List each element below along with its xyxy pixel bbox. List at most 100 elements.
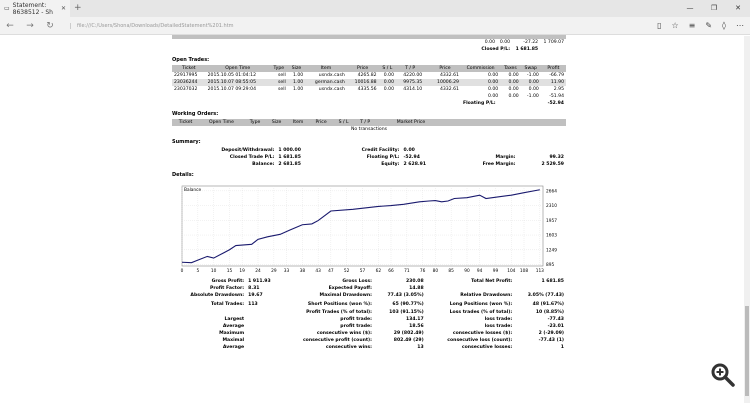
stat-label: Maximal xyxy=(222,338,245,343)
trade-row: 23036244 2015.10.07 08:55:05 sell 1.00 germa… xyxy=(172,79,566,86)
scrollbar[interactable] xyxy=(744,36,750,403)
stat-label: Average xyxy=(222,345,245,350)
stat-label: Gross Profit: xyxy=(211,279,245,284)
trade-row: 22917995 2015.10.05 01:04:12 sell 1.00 usndx… xyxy=(172,72,566,79)
trade-cell: 0.00 xyxy=(528,80,539,85)
stat-value: 77.43 (3.05%) xyxy=(387,293,424,298)
summary-value: 0.00 xyxy=(403,148,415,153)
stat-value xyxy=(246,344,280,351)
trade-cell: 11.90 xyxy=(550,80,564,85)
stat-value: 2 (-29.09) xyxy=(538,331,564,336)
stat-value: -23.01 xyxy=(547,324,564,329)
stat-label: loss trade: xyxy=(484,317,513,322)
browser-tab[interactable]: ▭ Statement: 8638512 - Sh ✕ xyxy=(0,0,70,17)
closed-total-cell: 0.00 xyxy=(499,40,511,45)
trade-cell: german.cash xyxy=(314,80,345,85)
web-note-icon[interactable]: ✎ xyxy=(705,21,713,30)
back-button[interactable]: ← xyxy=(6,20,14,31)
summary-label: Deposit/Withdrawal: xyxy=(221,148,275,153)
stat-value: 1 xyxy=(560,345,564,350)
stat-value: 3.05% (77.43) xyxy=(527,293,564,298)
stat-label: consecutive wins: xyxy=(325,345,372,350)
stat-value xyxy=(246,309,280,316)
close-tab-icon[interactable]: ✕ xyxy=(60,5,66,12)
forward-button[interactable]: → xyxy=(26,20,34,31)
column-header: Item xyxy=(305,65,347,72)
stat-label: consecutive profit (count): xyxy=(302,338,372,343)
x-tick-label: 5 xyxy=(196,268,199,274)
stat-label: Absolute Drawdown: xyxy=(190,293,245,298)
minimize-button[interactable]: — xyxy=(686,4,694,12)
summary-label xyxy=(450,147,517,154)
stat-value: 1 681.85 xyxy=(541,279,564,284)
x-tick-label: 71 xyxy=(404,268,410,274)
trade-cell: 0.00 xyxy=(488,73,499,78)
summary-label: Floating P/L: xyxy=(366,155,400,160)
trade-row: 23037032 2015.10.07 09:29:04 sell 1.00 usndx… xyxy=(172,86,566,93)
close-window-button[interactable]: ✕ xyxy=(735,4,741,12)
summary-label: Equity: xyxy=(381,162,400,167)
spacer xyxy=(172,93,461,100)
share-icon[interactable]: ◊ xyxy=(722,21,726,30)
balance-row-partial xyxy=(172,35,566,39)
stat-value: 65 (90.77%) xyxy=(392,301,424,307)
stat-label: Profit Factor: xyxy=(209,286,245,291)
stat-label: Long Positions (won %): xyxy=(449,301,513,307)
closed-pl-value: 1 681.85 xyxy=(515,47,539,52)
trade-cell: 1.00 xyxy=(292,80,304,85)
trade-cell: 10006.29 xyxy=(437,80,459,85)
stat-label: Average xyxy=(222,324,245,329)
stat-value: -77.43 xyxy=(547,317,564,322)
scrollbar-thumb[interactable] xyxy=(745,306,749,396)
trade-cell: 10016.88 xyxy=(354,80,377,85)
x-tick-label: 19 xyxy=(239,268,245,274)
summary-label: Credit Facility: xyxy=(361,148,400,153)
trade-cell: sell xyxy=(277,80,286,85)
summary-label: Free Margin: xyxy=(482,162,516,167)
closed-total-cell: 0.00 xyxy=(484,40,496,45)
refresh-button[interactable]: ↻ xyxy=(46,20,54,31)
stat-value: 113 xyxy=(248,301,258,307)
more-icon[interactable]: ⋯ xyxy=(736,21,744,30)
y-tick-label: 1249 xyxy=(546,247,557,253)
stat-label: consecutive wins ($): xyxy=(316,331,372,336)
trade-cell: 4220.00 xyxy=(403,73,423,78)
stat-value xyxy=(246,323,280,330)
y-tick-label: 895 xyxy=(546,262,554,268)
hub-icon[interactable]: ≡ xyxy=(688,21,696,30)
x-tick-label: 57 xyxy=(360,268,366,274)
details-title: Details: xyxy=(172,172,194,178)
trade-cell: 1.00 xyxy=(292,87,304,92)
summary-value: -52.94 xyxy=(403,155,420,160)
new-tab-button[interactable]: + xyxy=(74,3,82,13)
x-tick-label: 108 xyxy=(520,268,528,274)
trade-cell: 0.00 xyxy=(508,80,519,85)
stat-value: 134.17 xyxy=(405,317,424,322)
trade-cell: 4332.61 xyxy=(439,87,459,92)
trade-cell: 0.00 xyxy=(488,87,499,92)
address-input[interactable]: file:///C:/Users/Shona/Downloads/Detaile… xyxy=(70,22,657,29)
column-header: Market Price xyxy=(376,119,446,126)
summary-label: Balance: xyxy=(252,162,275,167)
trade-cell: 23037032 xyxy=(174,87,198,92)
column-header: S / L xyxy=(378,65,397,72)
restore-button[interactable]: ❐ xyxy=(710,4,718,12)
zoom-in-icon[interactable] xyxy=(710,362,736,388)
stat-label: consecutive loss (count): xyxy=(447,338,513,343)
stat-label: Profit Trades (% of total): xyxy=(306,310,372,315)
trade-cell: 23036244 xyxy=(174,80,198,85)
summary-value: 1 000.00 xyxy=(278,148,301,153)
column-header: Price xyxy=(346,65,379,72)
favorite-star-icon[interactable]: ☆ xyxy=(671,21,679,30)
tab-title: Statement: 8638512 - Sh xyxy=(12,1,53,16)
stat-value: 1 911.93 xyxy=(248,279,271,284)
x-tick-label: 52 xyxy=(344,268,350,274)
reading-view-icon[interactable]: ▯ xyxy=(657,21,662,30)
y-tick-label: 2664 xyxy=(546,188,557,194)
stat-value: 14.88 xyxy=(409,286,424,291)
x-tick-label: 85 xyxy=(448,268,454,274)
stat-value: 230.08 xyxy=(405,279,424,284)
trade-cell: 4335.56 xyxy=(357,87,377,92)
x-tick-label: 76 xyxy=(420,268,426,274)
